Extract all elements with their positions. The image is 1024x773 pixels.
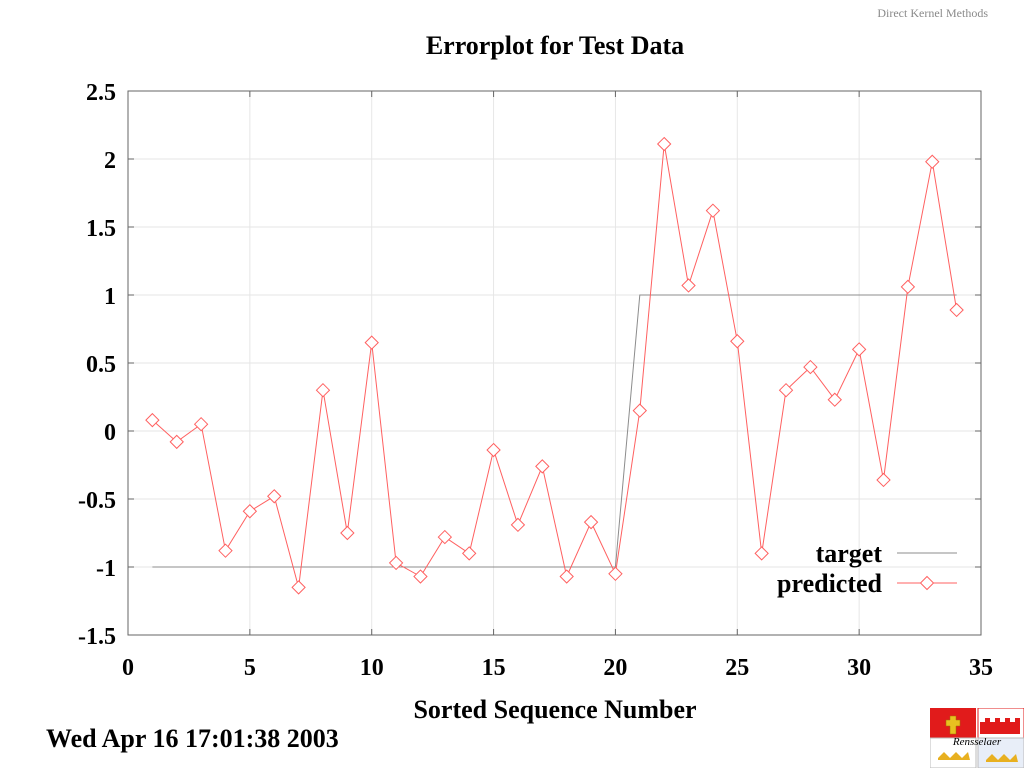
x-tick-label: 30 xyxy=(847,655,871,681)
predicted-point xyxy=(364,335,379,350)
target-line xyxy=(152,294,957,568)
series-group xyxy=(145,136,964,595)
predicted-point xyxy=(925,154,940,169)
x-tick-label: 10 xyxy=(360,655,384,681)
x-tick-label: 0 xyxy=(122,655,134,681)
y-tick-label: 0 xyxy=(104,420,116,446)
predicted-point xyxy=(754,546,769,561)
x-tick-label: 15 xyxy=(482,655,506,681)
predicted-point xyxy=(486,442,501,458)
predicted-point xyxy=(803,359,818,375)
predicted-point xyxy=(291,580,306,595)
predicted-point xyxy=(535,459,550,474)
predicted-point xyxy=(218,543,233,558)
predicted-point xyxy=(730,334,745,349)
y-tick-label: 1 xyxy=(104,284,116,310)
predicted-point xyxy=(851,342,867,357)
predicted-point xyxy=(559,569,574,584)
x-axis-label: Sorted Sequence Number xyxy=(413,695,696,724)
y-tick-label: 0.5 xyxy=(86,352,116,378)
predicted-point xyxy=(778,382,794,398)
legend-marker-predicted xyxy=(919,575,935,591)
predicted-point xyxy=(632,403,648,418)
predicted-point xyxy=(583,514,599,530)
predicted-line xyxy=(152,143,958,588)
predicted-point xyxy=(461,546,477,561)
header-note: Direct Kernel Methods xyxy=(877,6,988,20)
y-tick-label: -0.5 xyxy=(78,488,116,514)
predicted-point xyxy=(608,566,623,582)
legend-label-target: target xyxy=(816,539,883,568)
predicted-point xyxy=(656,136,672,152)
axis-ticks: 0 5 10 15 20 25 30 35 -1.5 -1 -0.5 0 0.5 1 1.5 2 2.5 xyxy=(78,80,993,681)
y-tick-label: -1 xyxy=(96,556,116,582)
predicted-point xyxy=(267,489,282,504)
y-tick-label: 2 xyxy=(104,148,116,174)
predicted-point xyxy=(437,529,453,545)
logo-text: Rensselaer xyxy=(952,736,1002,748)
predicted-point xyxy=(681,278,696,293)
x-tick-label: 20 xyxy=(603,655,627,681)
legend-label-predicted: predicted xyxy=(777,569,882,598)
x-tick-label: 25 xyxy=(725,655,749,681)
predicted-point xyxy=(193,416,209,432)
rensselaer-logo: Rensselaer xyxy=(929,707,1024,769)
y-tick-label: 2.5 xyxy=(86,80,116,106)
predicted-point xyxy=(827,392,842,407)
predicted-point xyxy=(876,472,891,488)
x-tick-label: 35 xyxy=(969,655,993,681)
y-tick-label: 1.5 xyxy=(86,216,116,242)
predicted-point xyxy=(705,203,721,218)
predicted-point xyxy=(145,412,160,428)
predicted-point xyxy=(949,302,964,318)
predicted-point xyxy=(242,504,258,519)
predicted-point xyxy=(900,279,916,295)
y-tick-label: -1.5 xyxy=(78,624,116,650)
predicted-point xyxy=(315,382,331,398)
chart-title: Errorplot for Test Data xyxy=(426,31,684,60)
timestamp: Wed Apr 16 17:01:38 2003 xyxy=(46,724,339,753)
predicted-point xyxy=(413,569,428,584)
predicted-point xyxy=(388,555,404,571)
predicted-point xyxy=(510,517,526,533)
x-tick-label: 5 xyxy=(244,655,256,681)
predicted-point xyxy=(169,434,184,450)
predicted-point xyxy=(340,525,355,541)
